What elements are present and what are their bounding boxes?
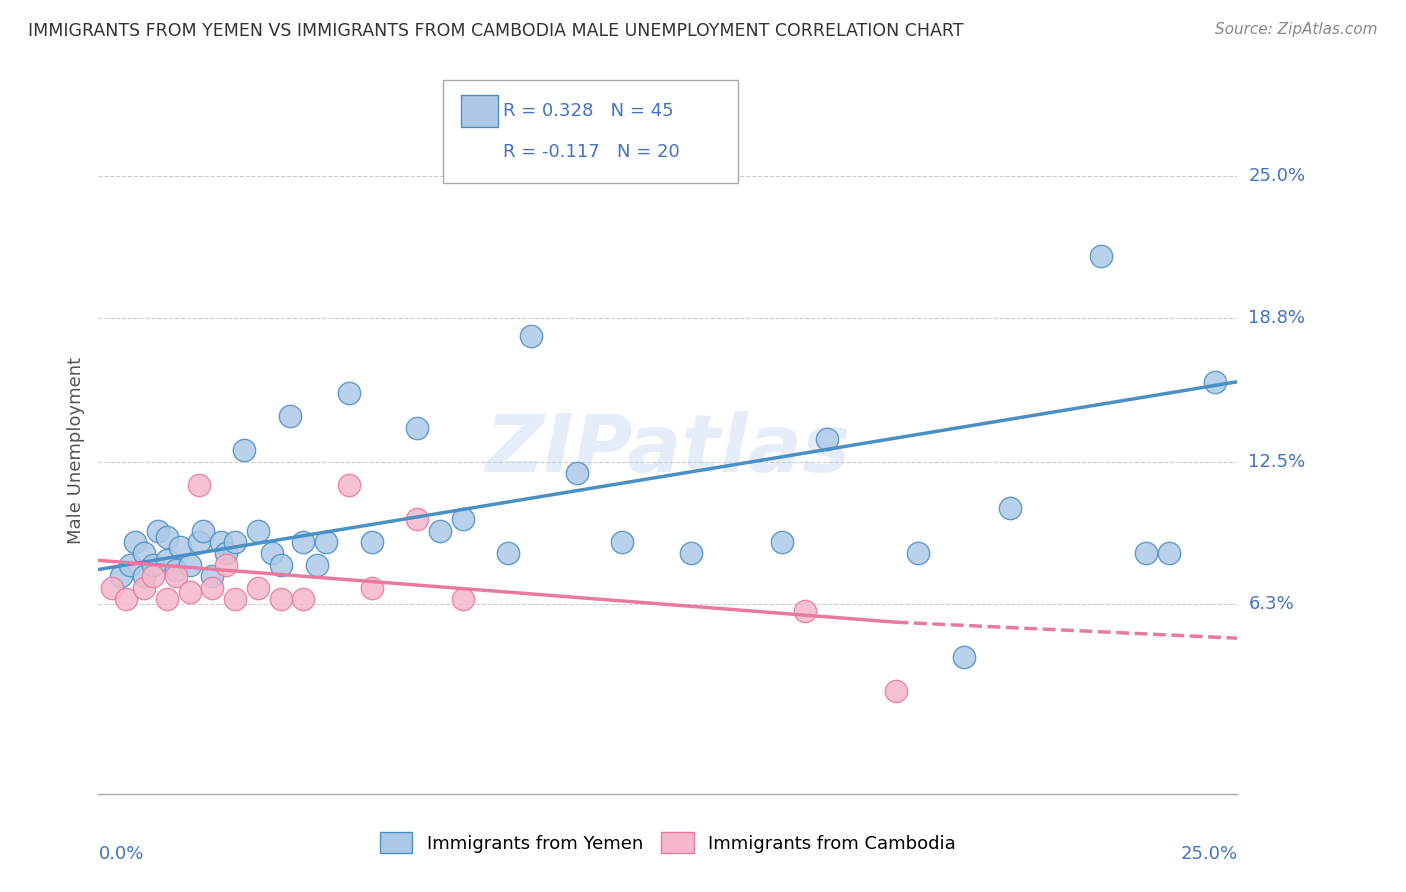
Point xyxy=(246,524,269,538)
Point xyxy=(315,535,337,549)
Point xyxy=(215,558,238,572)
Point xyxy=(187,478,209,492)
Point xyxy=(110,569,132,583)
Point xyxy=(179,585,201,599)
Point xyxy=(156,531,179,545)
Text: 12.5%: 12.5% xyxy=(1249,453,1306,471)
Point xyxy=(292,535,315,549)
Point xyxy=(770,535,793,549)
Point xyxy=(406,420,429,434)
Point xyxy=(132,569,155,583)
Point xyxy=(520,329,543,343)
Point xyxy=(201,569,224,583)
Point xyxy=(156,553,179,567)
Point xyxy=(815,432,838,446)
Point xyxy=(179,558,201,572)
Point xyxy=(292,592,315,607)
Point xyxy=(1204,375,1226,389)
Point xyxy=(498,546,520,561)
Text: 0.0%: 0.0% xyxy=(98,846,143,863)
Point xyxy=(793,604,815,618)
Point xyxy=(260,546,283,561)
Point xyxy=(120,558,142,572)
Point xyxy=(998,500,1021,515)
Point xyxy=(215,546,238,561)
Point xyxy=(270,592,292,607)
Text: 18.8%: 18.8% xyxy=(1249,309,1305,326)
Point xyxy=(142,569,165,583)
Point xyxy=(224,592,246,607)
Point xyxy=(270,558,292,572)
Point xyxy=(679,546,702,561)
Point xyxy=(114,592,136,607)
Point xyxy=(209,535,232,549)
Point xyxy=(451,512,474,526)
Point xyxy=(953,649,976,664)
Point xyxy=(429,524,451,538)
Point xyxy=(337,386,360,401)
Text: Source: ZipAtlas.com: Source: ZipAtlas.com xyxy=(1215,22,1378,37)
Text: R = -0.117   N = 20: R = -0.117 N = 20 xyxy=(503,144,681,161)
Point xyxy=(907,546,929,561)
Point xyxy=(1090,249,1112,263)
Point xyxy=(278,409,301,424)
Point xyxy=(360,581,382,595)
Point xyxy=(165,569,187,583)
Point xyxy=(233,443,256,458)
Point xyxy=(612,535,634,549)
Y-axis label: Male Unemployment: Male Unemployment xyxy=(66,357,84,544)
Point xyxy=(224,535,246,549)
Legend: Immigrants from Yemen, Immigrants from Cambodia: Immigrants from Yemen, Immigrants from C… xyxy=(373,825,963,861)
Point xyxy=(565,467,588,481)
Point xyxy=(132,581,155,595)
Point xyxy=(142,558,165,572)
Text: R = 0.328   N = 45: R = 0.328 N = 45 xyxy=(503,102,673,120)
Text: 6.3%: 6.3% xyxy=(1249,595,1294,613)
Point xyxy=(193,524,215,538)
Text: 25.0%: 25.0% xyxy=(1180,846,1237,863)
Point xyxy=(124,535,146,549)
Point xyxy=(337,478,360,492)
Point xyxy=(132,546,155,561)
Point xyxy=(451,592,474,607)
Point xyxy=(467,145,489,160)
Point xyxy=(187,535,209,549)
Point xyxy=(246,581,269,595)
Point xyxy=(1135,546,1157,561)
Point xyxy=(884,683,907,698)
Point xyxy=(165,562,187,576)
Point xyxy=(406,512,429,526)
Point xyxy=(169,540,191,554)
Point xyxy=(101,581,124,595)
Point xyxy=(1157,546,1180,561)
Text: 25.0%: 25.0% xyxy=(1249,167,1306,185)
Point xyxy=(360,535,382,549)
Text: ZIPatlas: ZIPatlas xyxy=(485,411,851,490)
Point xyxy=(156,592,179,607)
Text: IMMIGRANTS FROM YEMEN VS IMMIGRANTS FROM CAMBODIA MALE UNEMPLOYMENT CORRELATION : IMMIGRANTS FROM YEMEN VS IMMIGRANTS FROM… xyxy=(28,22,963,40)
Point xyxy=(201,581,224,595)
Point xyxy=(307,558,329,572)
Point xyxy=(146,524,169,538)
